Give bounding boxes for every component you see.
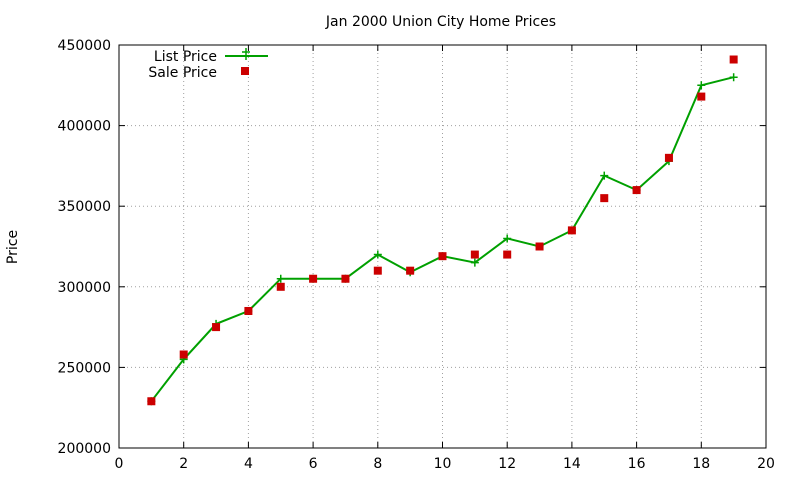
- list-price-point: [373, 250, 382, 259]
- list-price-point: [276, 274, 285, 283]
- chart-title: Jan 2000 Union City Home Prices: [325, 14, 556, 30]
- y-axis-label: Price: [5, 230, 21, 264]
- sale-price-point: [567, 226, 576, 235]
- sale-price-point: [470, 250, 479, 259]
- sale-price-point: [697, 92, 706, 101]
- sale-price-point: [632, 186, 641, 195]
- x-tick-label: 0: [115, 456, 124, 472]
- sale-price-point: [535, 242, 544, 251]
- sale-price-point: [244, 306, 253, 315]
- list-price-point: [470, 258, 479, 267]
- x-tick-label: 8: [373, 456, 382, 472]
- sale-price-point: [438, 252, 447, 261]
- sale-price-point: [729, 55, 738, 64]
- sale-price-point: [373, 266, 382, 275]
- list-price-point: [503, 234, 512, 243]
- series-layer: [147, 55, 738, 406]
- x-tick-label: 20: [757, 456, 775, 472]
- list-price-point: [697, 81, 706, 90]
- x-tick-label: 4: [244, 456, 253, 472]
- y-tick-label: 450000: [58, 38, 111, 54]
- legend-marker-sale-price: [241, 67, 249, 75]
- list-price-point: [600, 171, 609, 180]
- x-tick-label: 18: [692, 456, 710, 472]
- legend: List Price Sale Price: [148, 48, 268, 81]
- y-tick-label: 350000: [58, 199, 111, 215]
- sale-price-point: [212, 323, 221, 332]
- x-tick-label: 10: [434, 456, 452, 472]
- sale-price-point: [600, 194, 609, 203]
- y-tick-label: 200000: [58, 441, 111, 457]
- x-tick-label: 16: [628, 456, 646, 472]
- x-tick-label: 6: [309, 456, 318, 472]
- sale-price-point: [276, 282, 285, 291]
- list-price-point: [729, 73, 738, 82]
- x-tick-label: 12: [498, 456, 516, 472]
- sale-price-point: [406, 266, 415, 275]
- x-tick-label: 14: [563, 456, 581, 472]
- sale-price-point: [179, 350, 188, 359]
- legend-label-list-price: List Price: [154, 49, 217, 65]
- sale-price-point: [309, 274, 318, 283]
- axis-ticks: [118, 44, 767, 449]
- y-tick-label: 250000: [58, 360, 111, 376]
- sale-price-point: [147, 397, 156, 406]
- y-tick-label: 400000: [58, 119, 111, 135]
- legend-cross-list-price: [242, 48, 250, 60]
- x-tick-label: 2: [179, 456, 188, 472]
- legend-label-sale-price: Sale Price: [148, 65, 217, 81]
- sale-price-point: [341, 274, 350, 283]
- sale-price-point: [503, 250, 512, 259]
- sale-price-point: [664, 153, 673, 162]
- grid: [119, 45, 766, 448]
- y-tick-label: 300000: [58, 280, 111, 296]
